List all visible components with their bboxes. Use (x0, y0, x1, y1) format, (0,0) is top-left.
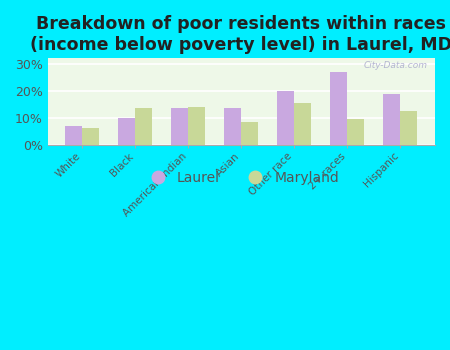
Bar (294, 103, 311, 145)
Bar (347, 119, 365, 145)
Bar (82, 127, 99, 145)
Bar (135, 108, 152, 145)
Title: Breakdown of poor residents within races
(income below poverty level) in Laurel,: Breakdown of poor residents within races… (30, 15, 450, 54)
Bar (277, 91, 294, 145)
Bar (330, 72, 347, 145)
Legend: Laurel, Maryland: Laurel, Maryland (138, 166, 345, 190)
Bar (118, 118, 135, 145)
Bar (241, 122, 258, 145)
Bar (225, 108, 241, 145)
Bar (383, 93, 400, 145)
Bar (171, 108, 189, 145)
Bar (400, 111, 418, 145)
Text: City-Data.com: City-Data.com (363, 61, 427, 70)
Bar (65, 126, 82, 145)
Bar (189, 107, 205, 145)
